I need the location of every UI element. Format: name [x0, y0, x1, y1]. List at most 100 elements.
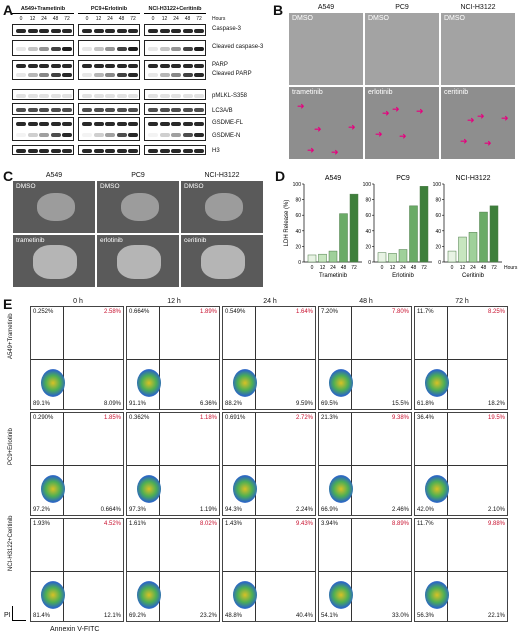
quadrant-hline: [319, 359, 411, 360]
quadrant-ur: 8.02%: [199, 521, 217, 527]
axis-arrow-x: [12, 620, 26, 621]
quadrant-ur: 8.25%: [487, 309, 505, 315]
quadrant-ul: 11.7%: [417, 521, 434, 527]
blot-group-label: PC9+Erlotinib: [90, 6, 128, 12]
arrow-icon: ➜: [484, 138, 492, 148]
blot-band: [50, 73, 61, 77]
blot-strip: [78, 145, 140, 155]
blot-band: [171, 64, 181, 68]
blot-band: [39, 149, 49, 153]
blot-band: [105, 133, 115, 137]
blot-band: [116, 122, 127, 126]
blot-row-label: Caspase-3: [212, 26, 242, 32]
quadrant-ul: 36.4%: [417, 415, 435, 421]
time-label: 48 h: [359, 298, 373, 305]
quadrant-ll: 88.2%: [225, 401, 243, 407]
quadrant-hline: [31, 359, 123, 360]
row-label: NCI-H3122+Ceritinib: [8, 515, 14, 571]
blot-row-label: pMLKL-S358: [212, 93, 248, 99]
quadrant-lr: 1.19%: [199, 507, 217, 513]
arrow-icon: ➜: [297, 101, 305, 111]
cell-shape: [37, 193, 75, 221]
blot-band: [50, 47, 61, 51]
blot-band: [93, 108, 104, 112]
blot-band: [148, 94, 158, 98]
blot-band: [27, 64, 38, 68]
blot-band: [159, 29, 170, 33]
quadrant-ul: 11.7%: [417, 309, 434, 315]
event-cluster: [425, 475, 449, 504]
blot-band: [116, 133, 127, 137]
blot-band: [16, 122, 26, 126]
flow-plot: 0.664% 1.89% 91.1% 6.36%: [126, 306, 220, 410]
quadrant-lr: 2.10%: [487, 507, 505, 513]
blot-strip: [12, 24, 74, 36]
blot-band: [128, 29, 138, 33]
cell-shape: [117, 245, 161, 279]
x-tick-label: 12: [390, 265, 396, 271]
blot-band: [148, 47, 158, 51]
x-tick-label: 24: [400, 265, 406, 271]
hours-label: Hours: [212, 16, 226, 22]
quadrant-hline: [31, 571, 123, 572]
quadrant-hline: [223, 359, 315, 360]
blot-band: [116, 94, 127, 98]
blot-strip: [78, 89, 140, 100]
blot-band: [27, 94, 38, 98]
sem-label: trametinib: [16, 237, 45, 244]
quadrant-lr: 9.59%: [295, 401, 313, 407]
panel-e-letter: E: [3, 296, 13, 312]
sem-treated: ceritinib: [180, 234, 264, 288]
axis-arrow-y: [12, 606, 13, 620]
blot-band: [159, 133, 170, 137]
x-tick-label: 72: [421, 265, 427, 271]
quadrant-vline: [446, 307, 448, 409]
x-tick-label: 48: [341, 265, 347, 271]
x-axis-label: Trametinib: [319, 273, 348, 279]
x-tick-label: 48: [411, 265, 417, 271]
ldh-bar: [349, 193, 359, 263]
blot-band: [116, 47, 127, 51]
blot-band: [194, 133, 204, 137]
quadrant-hline: [31, 465, 123, 466]
sem-label: DMSO: [100, 183, 120, 190]
group-underline: [12, 13, 74, 14]
sem-column-label: PC9: [131, 172, 145, 179]
blot-strip: [144, 145, 206, 155]
blot-row-label: Cleaved caspase-3: [212, 44, 264, 50]
blot-band: [105, 122, 115, 126]
blot-strip: [144, 89, 206, 100]
arrow-icon: ➜: [392, 104, 400, 114]
flow-plot: 7.20% 7.80% 69.5% 15.5%: [318, 306, 412, 410]
quadrant-ll: 61.8%: [417, 401, 435, 407]
arrow-icon: ➜: [460, 136, 468, 146]
blot-band: [93, 47, 104, 51]
blot-band: [39, 133, 49, 137]
quadrant-lr: 12.1%: [103, 613, 121, 619]
y-tick-label: 80: [295, 198, 301, 204]
blot-band: [50, 122, 61, 126]
quadrant-ur: 4.52%: [103, 521, 121, 527]
x-tick-label: 24: [470, 265, 476, 271]
blot-band: [159, 73, 170, 77]
blot-strip: [78, 40, 140, 56]
event-cluster: [137, 369, 161, 398]
quadrant-ul: 7.20%: [321, 309, 339, 315]
panel-c-letter: C: [3, 168, 14, 184]
time-label: 72 h: [455, 298, 469, 305]
blot-band: [182, 64, 193, 68]
quadrant-ur: 9.38%: [391, 415, 409, 421]
quadrant-ul: 3.94%: [321, 521, 339, 527]
blot-band: [82, 64, 92, 68]
blot-band: [116, 149, 127, 153]
hour-tick: 0: [19, 16, 23, 22]
blot-strip: [78, 60, 140, 80]
blot-strip: [12, 60, 74, 80]
blot-band: [62, 47, 72, 51]
blot-band: [93, 133, 104, 137]
arrow-icon: ➜: [331, 147, 339, 157]
flow-plot: 1.93% 4.52% 81.4% 12.1%: [30, 518, 124, 622]
blot-band: [182, 108, 193, 112]
y-axis-label: LDH Release (%): [284, 200, 290, 247]
